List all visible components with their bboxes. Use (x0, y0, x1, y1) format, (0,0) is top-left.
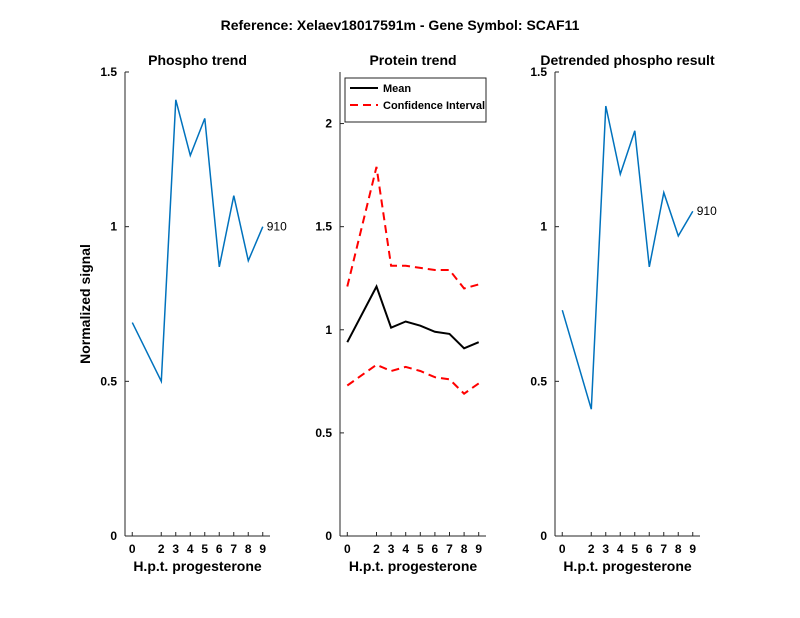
x-tick-label: 6 (432, 542, 439, 556)
x-tick-label: 8 (675, 542, 682, 556)
series-end-label: 910 (697, 204, 717, 218)
y-tick-label: 0.5 (530, 374, 547, 388)
x-tick-label: 4 (402, 542, 409, 556)
y-tick-label: 1.5 (530, 65, 547, 79)
x-tick-label: 5 (201, 542, 208, 556)
series-line-2 (346, 363, 480, 395)
x-tick-label: 0 (129, 542, 136, 556)
legend-entry: Mean (383, 83, 411, 95)
y-tick-label: 2 (325, 117, 332, 131)
y-tick-label: 1 (110, 220, 117, 234)
y-tick-label: 0 (325, 529, 332, 543)
x-tick-label: 6 (216, 542, 223, 556)
y-tick-label: 0.5 (100, 374, 117, 388)
series-line-1 (346, 166, 479, 290)
x-tick-label: 5 (631, 542, 638, 556)
panel-phospho-trend: 0 0.5 1 1.5 0 2 3 4 5 6 7 8 9 Phospho trend H.p.t. pro… (77, 52, 287, 574)
x-axis-label: H.p.t. progesterone (349, 558, 478, 574)
x-tick-label: 6 (646, 542, 653, 556)
x-tick-label: 2 (373, 542, 380, 556)
x-tick-label: 0 (344, 542, 351, 556)
x-tick-label: 0 (559, 542, 566, 556)
x-axis-label: H.p.t. progesterone (563, 558, 692, 574)
series-line-0 (346, 284, 480, 350)
series-line-0 (561, 105, 694, 410)
x-tick-label: 4 (617, 542, 624, 556)
x-tick-label: 3 (172, 542, 179, 556)
panel-detrended-phospho: 0 0.5 1 1.5 0 2 3 4 5 6 7 8 9 Detrended phospho resul… (530, 52, 717, 574)
y-tick-label: 0.5 (315, 426, 332, 440)
legend: Mean Confidence Interval (344, 77, 487, 123)
x-tick-label: 3 (388, 542, 395, 556)
x-tick-label: 4 (187, 542, 194, 556)
y-tick-label: 1.5 (100, 65, 117, 79)
chart-title: Detrended phospho result (540, 52, 715, 68)
x-tick-label: 7 (660, 542, 667, 556)
x-axis-label: H.p.t. progesterone (133, 558, 262, 574)
chart-title: Protein trend (369, 52, 456, 68)
y-tick-label: 1.5 (315, 220, 332, 234)
figure-title: Reference: Xelaev18017591m - Gene Symbol… (221, 17, 580, 33)
x-tick-label: 9 (259, 542, 266, 556)
x-tick-label: 8 (245, 542, 252, 556)
x-tick-label: 7 (230, 542, 237, 556)
x-tick-label: 9 (475, 542, 482, 556)
x-tick-label: 5 (417, 542, 424, 556)
y-axis-label: Normalized signal (77, 244, 93, 364)
y-tick-label: 1 (540, 220, 547, 234)
x-tick-label: 7 (446, 542, 453, 556)
x-tick-label: 9 (689, 542, 696, 556)
y-tick-label: 0 (540, 529, 547, 543)
legend-entry: Confidence Interval (383, 100, 485, 112)
x-tick-label: 2 (158, 542, 165, 556)
chart-title: Phospho trend (148, 52, 247, 68)
legend-box (344, 77, 487, 123)
x-tick-label: 8 (461, 542, 468, 556)
y-tick-label: 0 (110, 529, 117, 543)
x-tick-label: 2 (588, 542, 595, 556)
series-line-0 (131, 99, 264, 385)
y-tick-label: 1 (325, 323, 332, 337)
series-end-label: 910 (267, 220, 287, 234)
x-tick-label: 3 (602, 542, 609, 556)
